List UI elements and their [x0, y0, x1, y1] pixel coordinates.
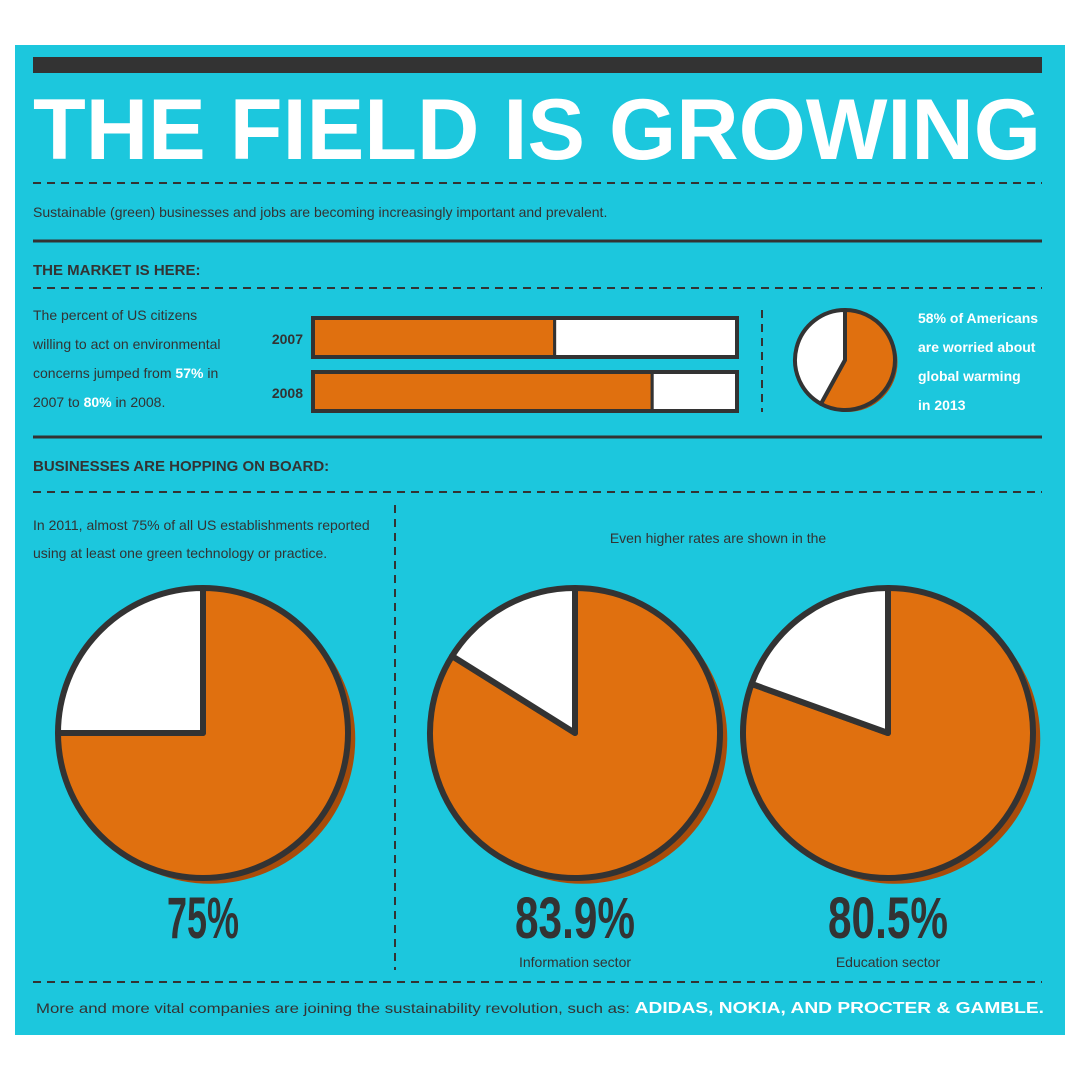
- caption: Information sector: [519, 954, 631, 970]
- category-label: 2008: [272, 385, 303, 401]
- text-line: concerns jumped from 57% in: [33, 365, 218, 381]
- company-list: ADIDAS, NOKIA, AND PROCTER & GAMBLE.: [635, 1000, 1044, 1017]
- intro-text: Even higher rates are shown in the: [610, 530, 827, 546]
- section-heading: THE MARKET IS HERE:: [33, 262, 201, 279]
- footer-text: More and more vital companies are joinin…: [36, 1000, 1044, 1017]
- value-label: 83.9%: [515, 886, 635, 951]
- top-bar: [33, 57, 1042, 73]
- text-part: using at least one green technology or p…: [33, 545, 327, 561]
- text-line: in 2013: [918, 397, 966, 413]
- value-label: 75%: [167, 886, 239, 951]
- pie-slice: [748, 585, 891, 736]
- text-line: willing to act on environmental: [32, 336, 221, 352]
- section-heading: BUSINESSES ARE HOPPING ON BOARD:: [33, 458, 329, 475]
- pie-slice: [818, 308, 897, 412]
- caption: Education sector: [836, 954, 941, 970]
- highlight: of Americans: [946, 310, 1038, 326]
- title: THE FIELD IS GROWING: [33, 82, 1041, 178]
- text-part: 58%: [918, 310, 947, 326]
- text-part: in 2013: [918, 397, 966, 413]
- bar-segment: [650, 370, 739, 413]
- pie-slice: [793, 308, 847, 406]
- text-line: using at least one green technology or p…: [33, 545, 327, 561]
- footer-part: More and more vital companies are joinin…: [36, 1000, 635, 1016]
- highlight: 57%: [175, 365, 204, 381]
- text-part: In 2011, almost 75% of all US establishm…: [33, 517, 370, 533]
- text-part: concerns jumped from: [33, 365, 175, 381]
- text-part: The percent of US citizens: [33, 307, 197, 323]
- bar-frame: [311, 316, 739, 359]
- bar-segment: [553, 316, 739, 359]
- text-line: 58% of Americans: [918, 310, 1038, 326]
- pie-slice: [449, 585, 578, 736]
- value-label: 80.5%: [828, 886, 948, 951]
- text-line: are worried about: [918, 339, 1036, 355]
- pie-slice: [55, 585, 206, 736]
- bar-segment: [311, 370, 654, 413]
- text-line: In 2011, almost 75% of all US establishm…: [33, 517, 370, 533]
- text-part: 2007 to: [33, 394, 84, 410]
- bar-frame: [311, 370, 739, 413]
- text-part: willing to act on environmental: [32, 336, 221, 352]
- category-label: 2007: [272, 331, 303, 347]
- text-line: The percent of US citizens: [33, 307, 197, 323]
- text-line: 2007 to 80% in 2008.: [33, 394, 165, 410]
- text-part: are worried about: [918, 339, 1036, 355]
- text-part: in: [203, 365, 218, 381]
- text-part: global warming: [918, 368, 1021, 384]
- text-line: global warming: [918, 368, 1021, 384]
- highlight: 80%: [84, 394, 113, 410]
- subtitle: Sustainable (green) businesses and jobs …: [33, 204, 607, 220]
- bar-segment: [311, 316, 557, 359]
- text-part: in 2008.: [112, 394, 166, 410]
